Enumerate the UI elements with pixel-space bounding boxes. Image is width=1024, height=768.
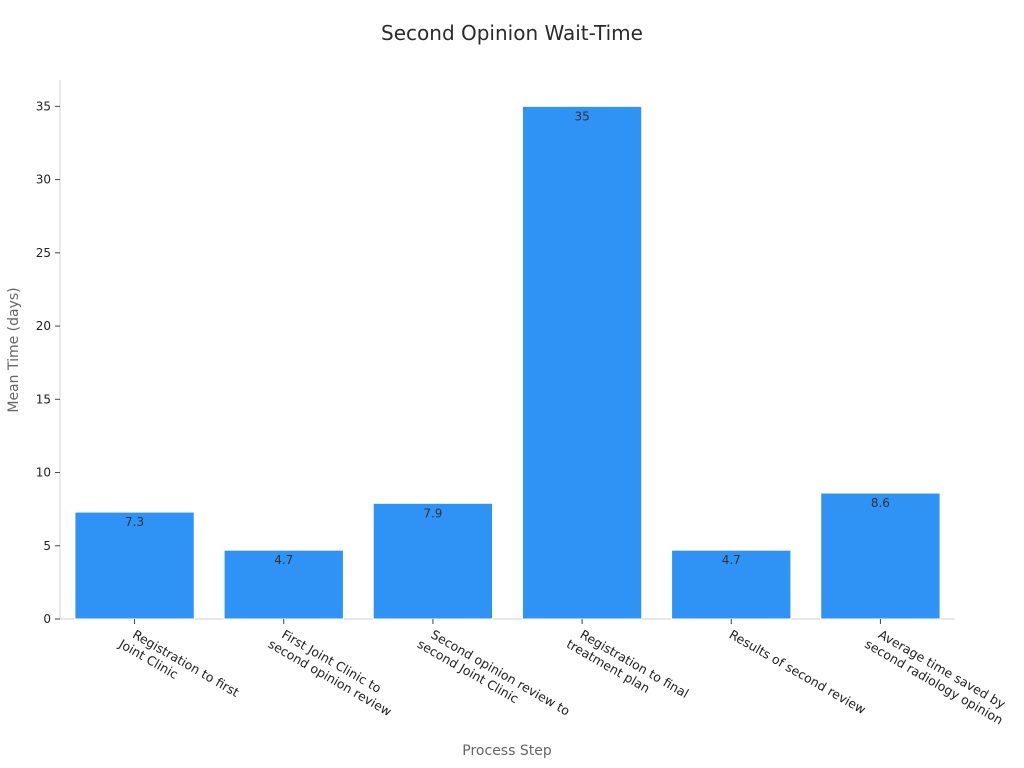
data-label: 7.9	[423, 506, 442, 520]
x-tick-label: Second opinion review tosecond Joint Cli…	[415, 623, 573, 731]
bar	[372, 502, 494, 620]
chart-title: Second Opinion Wait-Time	[381, 21, 643, 45]
x-tick-label: Average time saved bysecond radiology op…	[862, 623, 1013, 727]
bars-group	[74, 105, 941, 620]
y-tick-label: 5	[43, 539, 51, 553]
x-axis-title: Process Step	[462, 743, 552, 759]
bar	[521, 105, 643, 620]
bar	[820, 492, 941, 620]
data-label: 35	[574, 109, 589, 123]
data-label: 4.7	[274, 553, 293, 567]
x-tick-label: First Joint Clinic tosecond opinion revi…	[266, 623, 402, 719]
data-label: 4.7	[722, 553, 741, 567]
y-axis-title: Mean Time (days)	[6, 287, 22, 412]
y-tick-label: 15	[36, 392, 51, 406]
x-tick-label: Registration to firstJoint Clinic	[116, 623, 242, 713]
y-tick-label: 30	[36, 173, 51, 187]
y-tick-label: 20	[36, 319, 51, 333]
data-labels-group: 7.3 4.7 7.9 35 4.7 8.6	[125, 109, 890, 567]
category-labels-group: Registration to firstJoint Clinic First J…	[116, 619, 1013, 731]
data-label: 8.6	[871, 496, 890, 510]
y-tick-label: 0	[43, 612, 51, 626]
x-tick-label: Registration to finaltreatment plan	[564, 623, 691, 714]
bar	[223, 549, 344, 620]
y-tick-label: 35	[36, 99, 51, 113]
y-tick-label: 25	[36, 246, 51, 260]
y-tick-label: 10	[36, 466, 51, 480]
bar	[74, 511, 195, 620]
data-label: 7.3	[125, 515, 144, 529]
y-axis-ticks: 0 5 10 15 20 25 30 35	[36, 99, 60, 626]
x-tick-label: Results of second review	[727, 627, 869, 718]
